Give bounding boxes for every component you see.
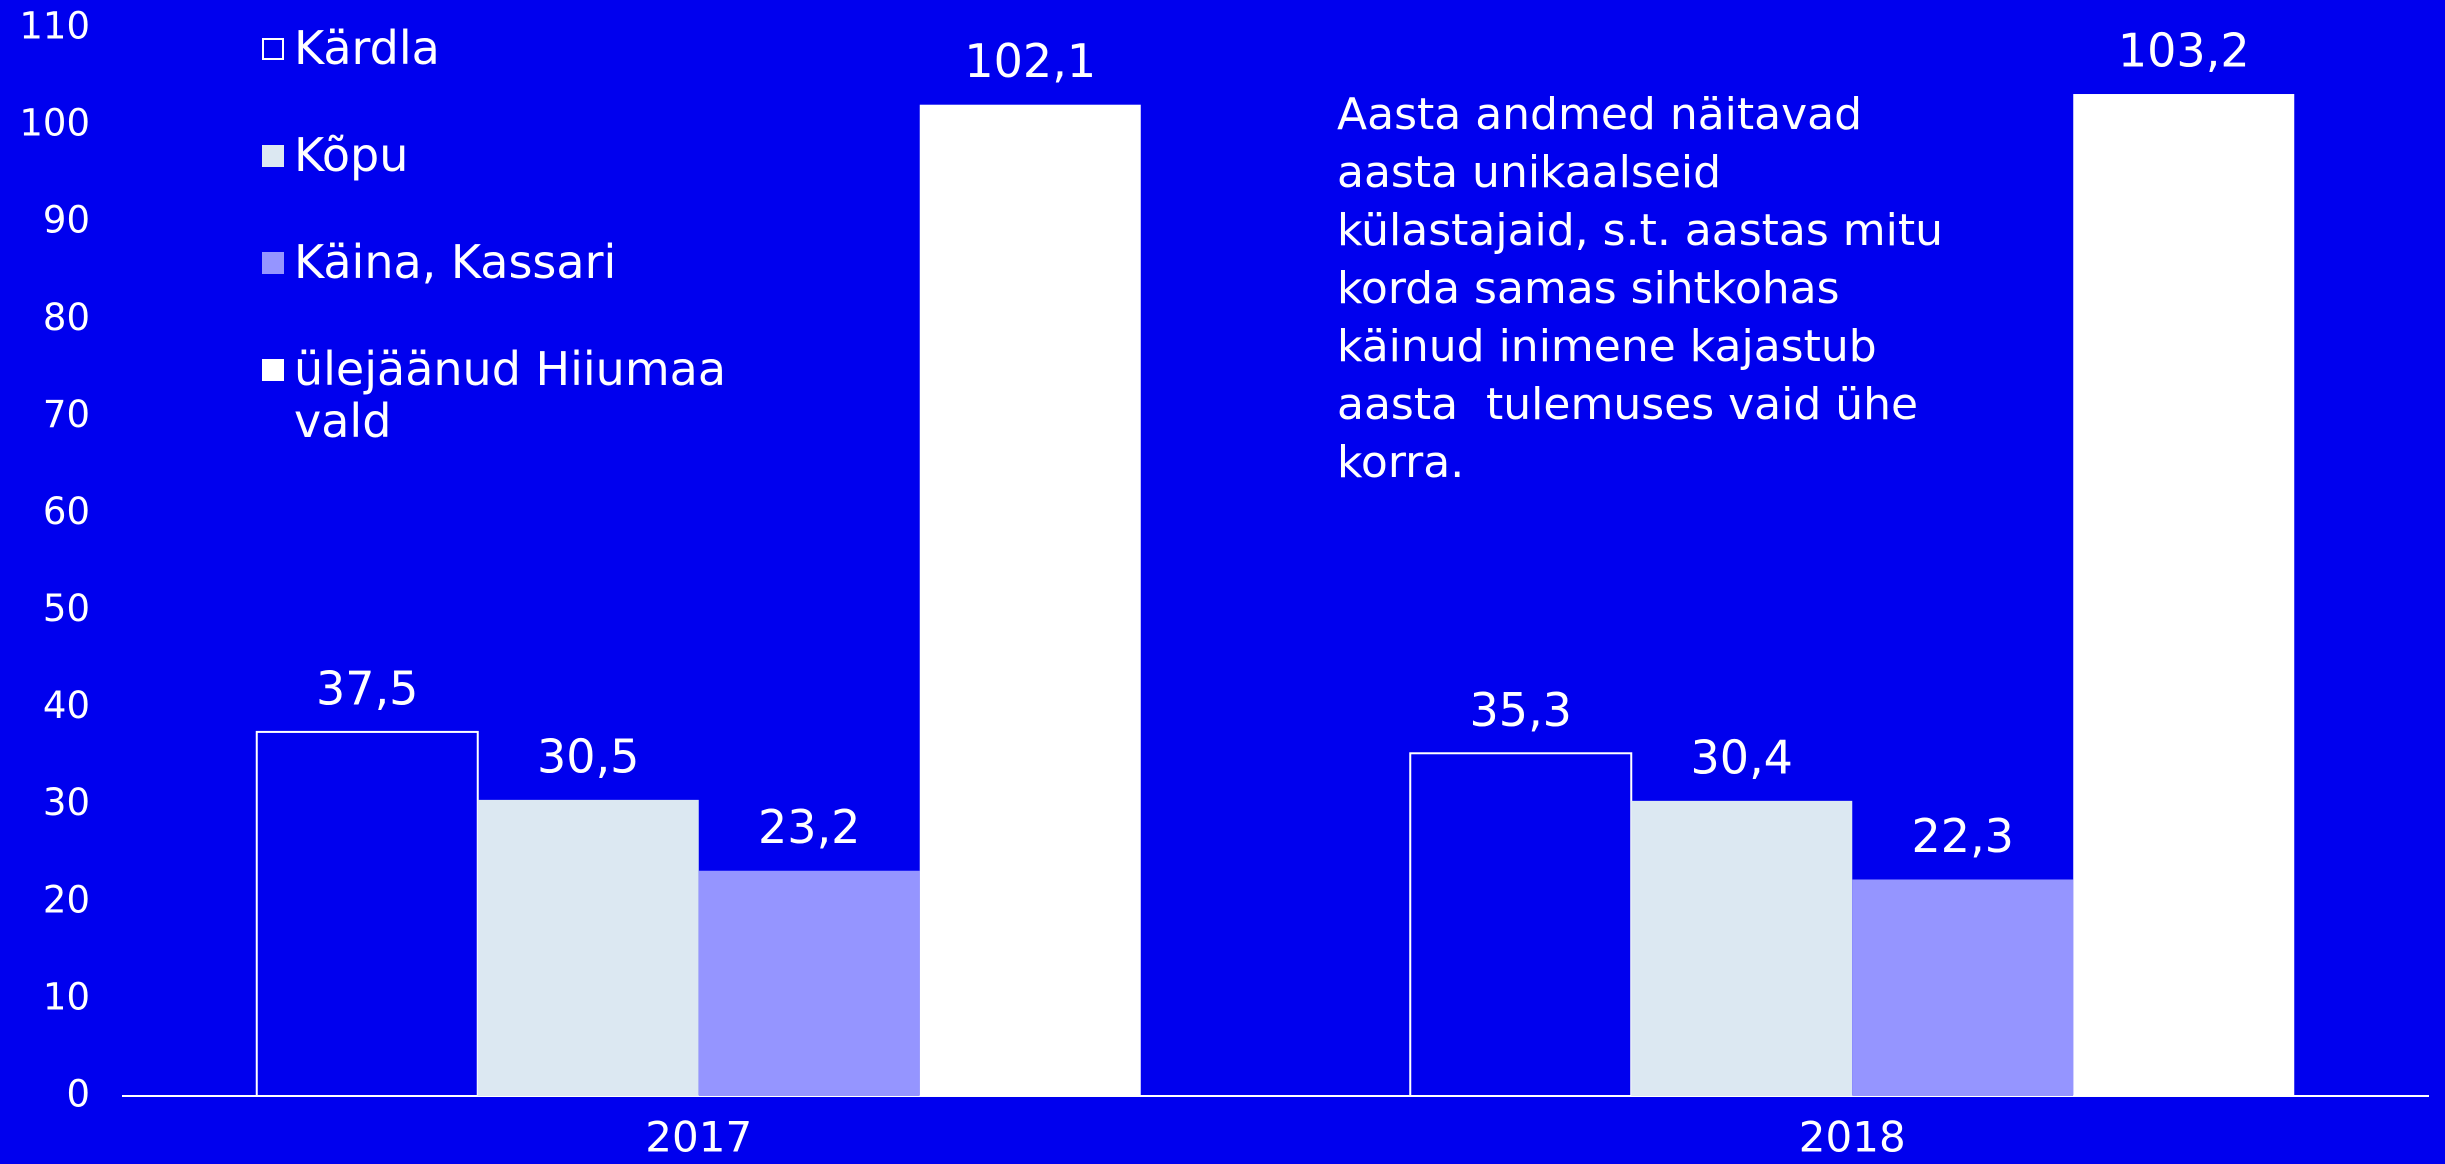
legend-item: ülejäänud Hiiumaa vald bbox=[262, 343, 782, 450]
bar bbox=[1631, 800, 1853, 1096]
legend-swatch bbox=[262, 359, 284, 381]
data-label: 102,1 bbox=[964, 34, 1096, 88]
bar bbox=[1852, 879, 2074, 1096]
y-tick-label: 10 bbox=[43, 975, 90, 1018]
y-tick-label: 80 bbox=[43, 296, 90, 339]
data-label: 22,3 bbox=[1912, 809, 2014, 863]
y-tick-label: 70 bbox=[43, 393, 90, 436]
legend-item: Kõpu bbox=[262, 129, 782, 236]
data-label: 35,3 bbox=[1470, 683, 1572, 737]
legend-swatch bbox=[262, 145, 284, 167]
bar bbox=[698, 870, 920, 1096]
bar bbox=[477, 799, 699, 1096]
y-tick-label: 110 bbox=[19, 5, 90, 48]
legend: Kärdla Kõpu Käina, Kassari ülejäänud Hiiuma… bbox=[262, 22, 782, 450]
bar bbox=[2073, 94, 2295, 1096]
legend-swatch bbox=[262, 252, 284, 274]
x-tick-label: 2017 bbox=[645, 1113, 752, 1162]
y-tick-label: 20 bbox=[43, 878, 90, 921]
y-tick-label: 100 bbox=[19, 102, 90, 145]
y-tick-label: 30 bbox=[43, 781, 90, 824]
y-tick-label: 40 bbox=[43, 684, 90, 727]
legend-item: Käina, Kassari bbox=[262, 236, 782, 343]
data-label: 103,2 bbox=[2118, 24, 2250, 78]
y-tick-label: 50 bbox=[43, 587, 90, 630]
data-label: 30,4 bbox=[1691, 730, 1793, 784]
bar bbox=[1409, 752, 1633, 1097]
bar bbox=[255, 730, 479, 1098]
data-label: 30,5 bbox=[537, 729, 639, 783]
data-label: 37,5 bbox=[316, 661, 418, 715]
legend-label: ülejäänud Hiiumaa vald bbox=[294, 342, 727, 448]
y-tick-label: 90 bbox=[43, 199, 90, 242]
x-tick-label: 2018 bbox=[1799, 1113, 1906, 1162]
y-tick-label: 60 bbox=[43, 490, 90, 533]
legend-label: Kärdla bbox=[294, 21, 440, 75]
y-tick-label: 0 bbox=[66, 1073, 90, 1116]
legend-label: Kõpu bbox=[294, 128, 409, 182]
legend-label: Käina, Kassari bbox=[294, 235, 617, 289]
annotation: Aasta andmed näitavad aasta unikaalseid … bbox=[1337, 89, 1957, 488]
bar bbox=[919, 104, 1141, 1096]
legend-swatch bbox=[262, 38, 284, 60]
legend-item: Kärdla bbox=[262, 22, 782, 129]
data-label: 23,2 bbox=[758, 800, 860, 854]
